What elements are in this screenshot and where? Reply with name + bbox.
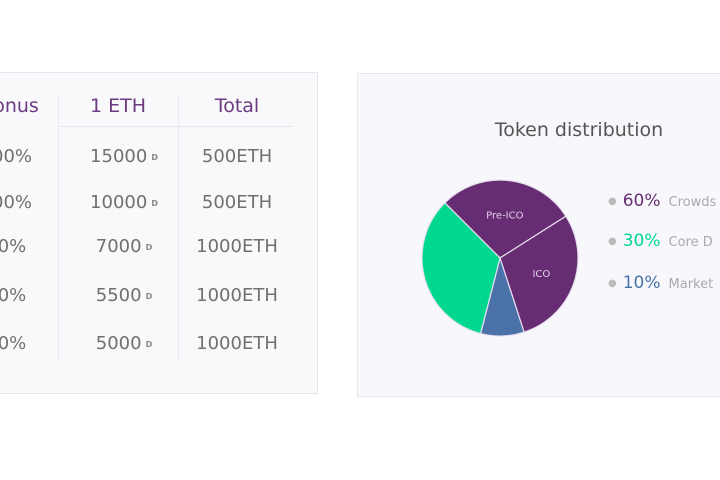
rate-cell-value: 7000 <box>95 236 142 257</box>
pie-slice-label: ICO <box>532 269 550 280</box>
bonus-cell: 0% <box>0 285 26 306</box>
rate-cell-value: 5500 <box>95 285 142 306</box>
bonus-cell-value: 0% <box>0 236 27 257</box>
token-sale-table <box>0 72 318 394</box>
bonus-cell-value: 00% <box>0 192 33 213</box>
legend-percent: 30% <box>622 231 661 251</box>
rate-cell: 5000 D <box>96 333 152 354</box>
rate-cell-value: 15000 <box>90 146 148 167</box>
header-rate: 1 ETH <box>89 95 147 117</box>
rate-cell: 5500 D <box>96 285 152 306</box>
rate-cell-value: 10000 <box>90 192 148 213</box>
rate-cell: 7000 D <box>96 236 152 257</box>
rate-cell: 15000 D <box>90 146 158 167</box>
bonus-cell-value: 0% <box>0 333 27 354</box>
token-icon: D <box>145 339 153 349</box>
token-icon: D <box>145 242 153 252</box>
pie-slice <box>443 179 567 259</box>
header-total: Total <box>214 95 260 117</box>
legend-item: ● 60% Crowds <box>608 191 716 211</box>
total-cell: 500ETH <box>202 192 272 213</box>
legend-label: Crowds <box>668 195 717 210</box>
legend-label: Market <box>668 277 714 292</box>
pie-slice-label: Pre-ICO <box>486 210 523 221</box>
bullet-icon: ● <box>608 277 617 289</box>
total-cell-value: 500ETH <box>201 146 273 167</box>
rate-cell-value: 5000 <box>95 333 142 354</box>
total-cell-value: 1000ETH <box>196 333 278 354</box>
total-cell-value: 1000ETH <box>196 236 278 257</box>
token-icon: D <box>151 198 158 208</box>
legend-label: Core D <box>668 235 713 250</box>
total-cell: 1000ETH <box>196 236 278 257</box>
pie-chart: Pre-ICO ICO <box>421 179 579 337</box>
distribution-title: Token distribution <box>494 119 664 141</box>
legend-percent: 10% <box>622 273 661 293</box>
bonus-cell: 00% <box>0 146 32 167</box>
legend-percent: 60% <box>622 191 661 211</box>
legend-item: ● 10% Market <box>608 273 713 293</box>
column-divider <box>178 95 179 363</box>
pie-slice <box>421 201 501 335</box>
total-cell: 1000ETH <box>196 333 278 354</box>
total-cell-value: 500ETH <box>201 192 273 213</box>
total-cell: 1000ETH <box>196 285 278 306</box>
token-icon: D <box>151 152 158 162</box>
bonus-cell: 00% <box>0 192 32 213</box>
bonus-cell-value: 0% <box>0 285 27 306</box>
header-divider <box>60 126 292 127</box>
rate-cell: 10000 D <box>90 192 158 213</box>
bonus-cell: 0% <box>0 236 26 257</box>
total-cell-value: 1000ETH <box>196 285 278 306</box>
header-bonus: onus <box>0 95 39 117</box>
total-cell: 500ETH <box>202 146 272 167</box>
token-icon: D <box>145 291 153 301</box>
bonus-cell: 0% <box>0 333 26 354</box>
column-divider <box>58 95 59 363</box>
pie-slice <box>499 215 579 333</box>
bullet-icon: ● <box>608 195 617 207</box>
bonus-cell-value: 00% <box>0 146 33 167</box>
legend-item: ● 30% Core D <box>608 231 713 251</box>
bullet-icon: ● <box>608 235 617 247</box>
